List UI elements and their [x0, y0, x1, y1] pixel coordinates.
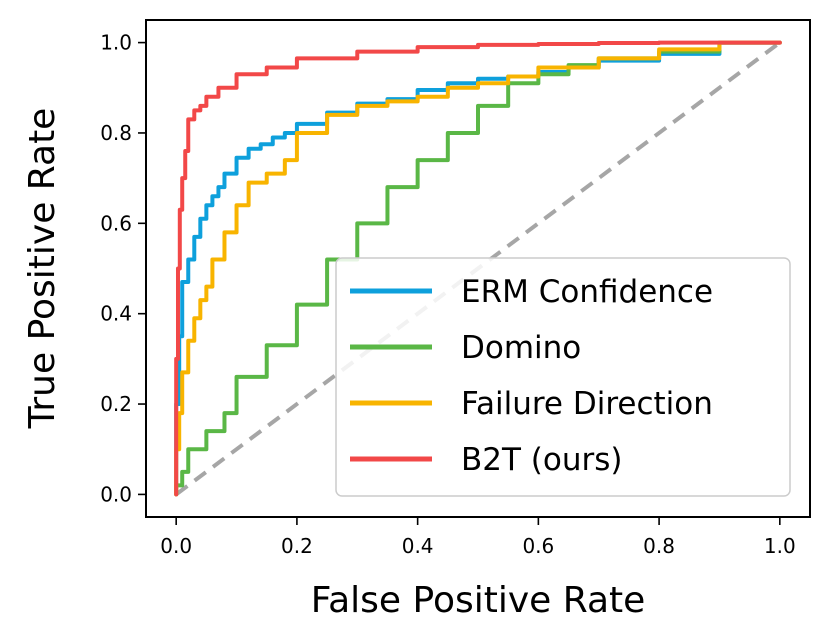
- x-tick-label: 0.0: [160, 534, 192, 558]
- legend-label-failure-direction: Failure Direction: [461, 386, 713, 422]
- x-tick-label: 0.8: [643, 534, 675, 558]
- y-tick-label: 0.8: [100, 121, 132, 145]
- y-tick-label: 1.0: [100, 31, 132, 55]
- x-axis-title: False Positive Rate: [311, 580, 646, 621]
- legend: ERM Confidence Domino Failure Direction B2T…: [335, 257, 791, 497]
- y-axis-ticks: 0.0 0.2 0.4 0.6 0.8 1.0: [100, 31, 146, 506]
- y-tick-label: 0.4: [100, 302, 132, 326]
- axes-frame: [145, 19, 811, 518]
- series-line-failure-direction: [174, 40, 782, 497]
- legend-label-domino: Domino: [461, 330, 581, 366]
- y-axis-title: True Positive Rate: [22, 108, 63, 430]
- x-tick-label: 0.6: [522, 534, 554, 558]
- y-tick-label: 0.2: [100, 392, 132, 416]
- y-tick-label: 0.0: [100, 482, 132, 506]
- legend-label-b2t-ours: B2T (ours): [461, 442, 622, 478]
- series-line-domino: [174, 40, 782, 497]
- x-tick-label: 0.2: [281, 534, 313, 558]
- plot-area: [174, 40, 782, 497]
- series-line-b2t-ours: [174, 40, 782, 497]
- x-tick-label: 0.4: [402, 534, 434, 558]
- legend-box: [335, 257, 791, 497]
- x-axis-ticks: 0.0 0.2 0.4 0.6 0.8 1.0: [160, 517, 796, 558]
- y-tick-label: 0.6: [100, 211, 132, 235]
- legend-label-erm-confidence: ERM Confidence: [461, 274, 713, 310]
- x-tick-label: 1.0: [764, 534, 796, 558]
